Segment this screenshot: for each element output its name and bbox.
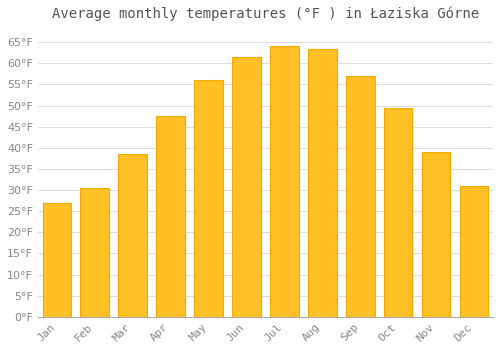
- Bar: [308, 49, 336, 317]
- Bar: [270, 47, 298, 317]
- Bar: [384, 108, 412, 317]
- Bar: [460, 186, 488, 317]
- Bar: [346, 76, 374, 317]
- Bar: [156, 116, 185, 317]
- Bar: [80, 188, 109, 317]
- Bar: [232, 57, 260, 317]
- Bar: [422, 152, 450, 317]
- Bar: [194, 80, 223, 317]
- Title: Average monthly temperatures (°F ) in Łaziska Górne: Average monthly temperatures (°F ) in Ła…: [52, 7, 479, 21]
- Bar: [42, 203, 71, 317]
- Bar: [118, 154, 147, 317]
